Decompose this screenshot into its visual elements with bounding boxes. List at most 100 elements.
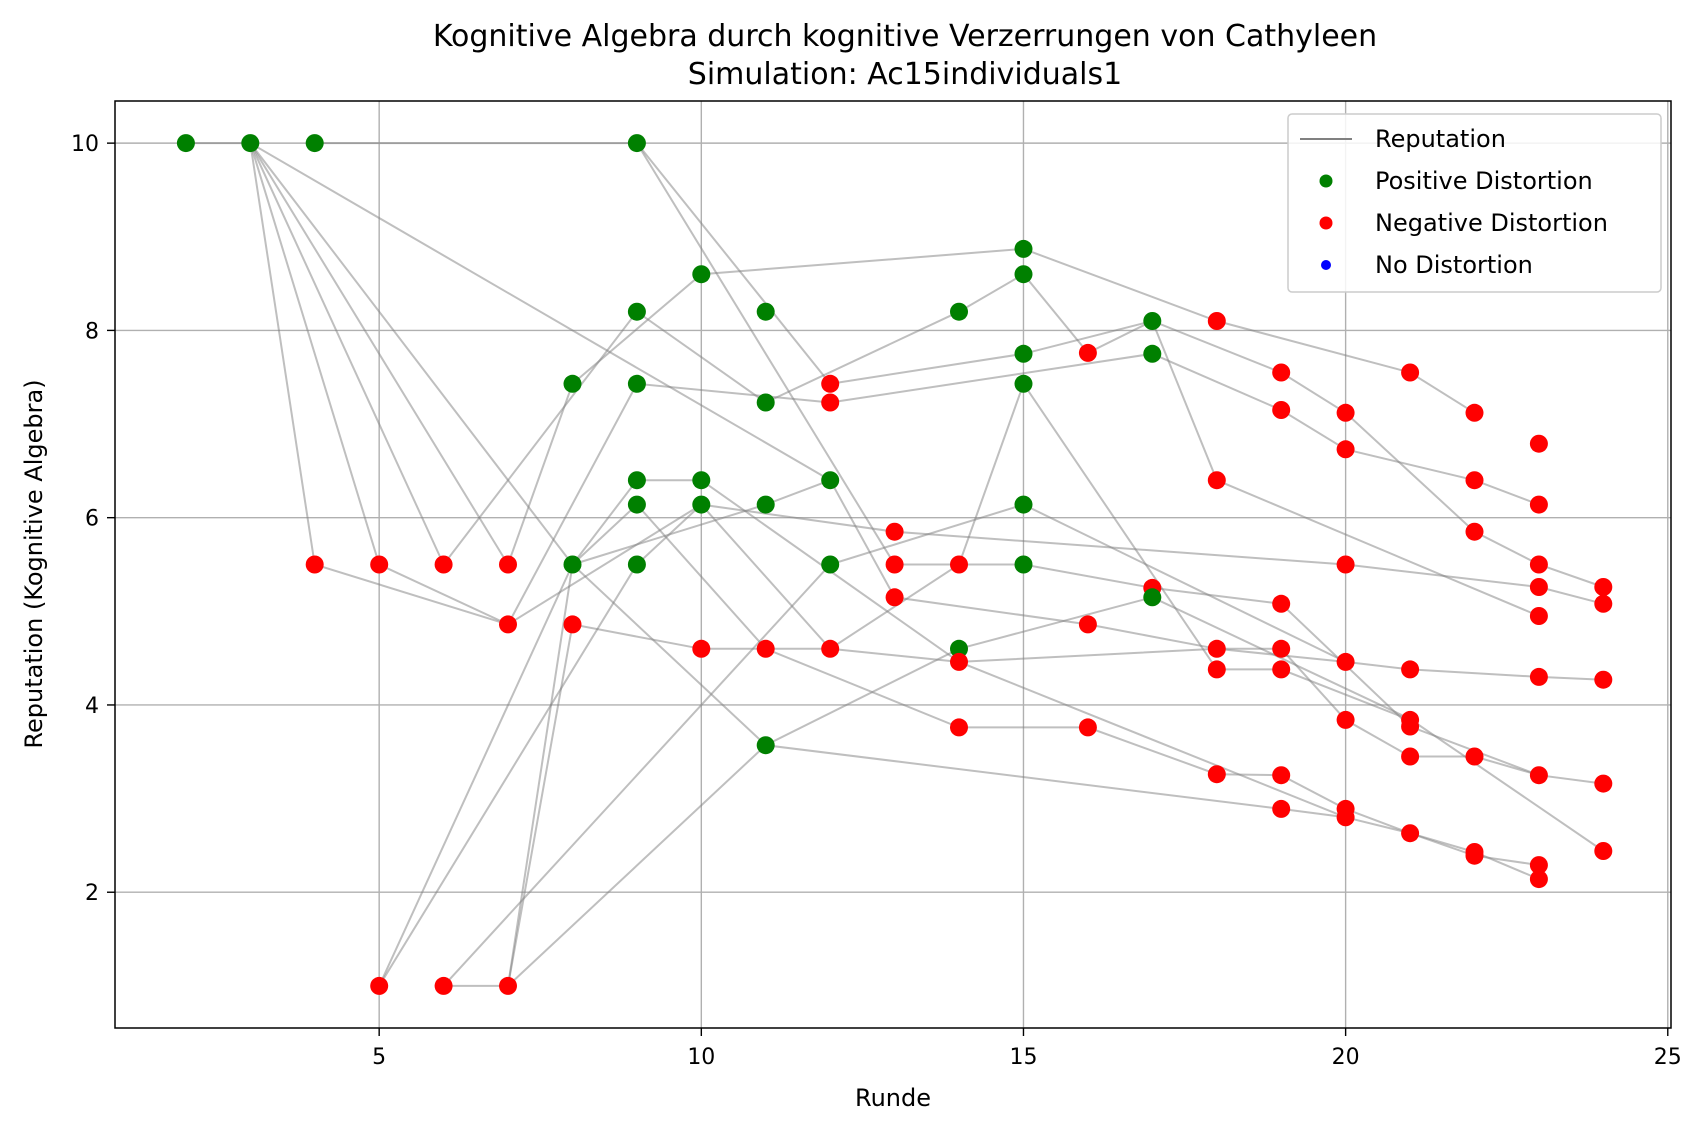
legend-point-swatch (1321, 260, 1331, 270)
negative-distortion-point (1078, 718, 1097, 737)
y-tick-label: 8 (85, 319, 99, 344)
reputation-line (507, 623, 1540, 987)
negative-distortion-point (1594, 578, 1613, 596)
positive-distortion-point (627, 555, 646, 574)
positive-distortion-point (1014, 374, 1033, 393)
negative-distortion-point (885, 522, 904, 541)
distortion-points (176, 134, 1613, 995)
negative-distortion-point (1594, 774, 1613, 793)
reputation-line (185, 142, 1604, 852)
negative-distortion-point (1594, 842, 1613, 860)
negative-distortion-point (499, 615, 517, 634)
negative-distortion-point (1529, 766, 1548, 785)
positive-distortion-point (627, 495, 646, 514)
negative-distortion-point (1529, 434, 1548, 453)
negative-distortion-point (1529, 555, 1548, 574)
reputation-line (249, 142, 1476, 567)
negative-distortion-point (1465, 471, 1484, 490)
reputation-line (249, 142, 1540, 626)
negative-distortion-point (692, 639, 711, 658)
negative-distortion-point (499, 555, 517, 574)
negative-distortion-point (1078, 343, 1097, 362)
negative-distortion-point (1207, 639, 1226, 658)
positive-distortion-point (563, 374, 582, 393)
positive-distortion-point (627, 134, 646, 153)
positive-distortion-point (305, 134, 324, 153)
negative-distortion-point (434, 976, 453, 995)
negative-distortion-point (1207, 471, 1226, 490)
x-tick-label: 20 (1332, 1045, 1360, 1070)
negative-distortion-point (1207, 312, 1226, 330)
y-tick-label: 2 (85, 881, 99, 906)
positive-distortion-point (756, 495, 775, 514)
negative-distortion-point (434, 555, 453, 574)
negative-distortion-point (1272, 766, 1291, 785)
legend: Reputation Positive Distortion Negative Di… (1287, 113, 1662, 293)
negative-distortion-point (1529, 667, 1548, 686)
x-tick-label: 5 (372, 1045, 386, 1070)
reputation-line (249, 142, 1604, 626)
x-tick-label: 15 (1009, 1045, 1037, 1070)
negative-distortion-point (1272, 401, 1291, 419)
negative-distortion-point (1529, 607, 1548, 625)
positive-distortion-point (756, 393, 775, 412)
positive-distortion-point (1014, 495, 1033, 514)
x-axis-label: Runde (855, 1084, 931, 1112)
negative-distortion-point (885, 555, 904, 574)
negative-distortion-point (1078, 615, 1097, 634)
positive-distortion-point (627, 302, 646, 321)
negative-distortion-point (1529, 870, 1548, 889)
negative-distortion-point (1465, 522, 1484, 541)
positive-distortion-point (627, 374, 646, 393)
positive-distortion-point (821, 471, 840, 490)
negative-distortion-point (1401, 824, 1420, 843)
y-tick-label: 6 (85, 507, 99, 532)
reputation-line (507, 744, 1346, 987)
positive-distortion-point (692, 495, 711, 514)
y-axis-label: Reputation (Kognitive Algebra) (20, 379, 48, 748)
negative-distortion-point (1401, 747, 1420, 766)
negative-distortion-point (950, 718, 968, 737)
negative-distortion-point (563, 615, 582, 634)
negative-distortion-point (1401, 717, 1420, 736)
positive-distortion-point (1143, 588, 1162, 607)
negative-distortion-point (1272, 363, 1291, 382)
positive-distortion-point (821, 555, 840, 574)
negative-distortion-point (885, 588, 904, 607)
reputation-line (636, 142, 1604, 785)
negative-distortion-point (1336, 440, 1355, 459)
chart-title: Kognitive Algebra durch kognitive Verzer… (433, 19, 1377, 54)
negative-distortion-point (821, 393, 840, 412)
legend-label: Positive Distortion (1375, 167, 1593, 195)
positive-distortion-point (950, 639, 968, 658)
positive-distortion-point (950, 302, 968, 321)
y-tick-label: 4 (85, 694, 99, 719)
negative-distortion-point (1401, 660, 1420, 679)
negative-distortion-point (1465, 747, 1484, 766)
negative-distortion-point (1336, 403, 1355, 422)
negative-distortion-point (756, 639, 775, 658)
negative-distortion-point (950, 652, 968, 671)
negative-distortion-point (950, 555, 968, 574)
negative-distortion-point (1272, 799, 1291, 818)
negative-distortion-point (1465, 403, 1484, 422)
legend-entries: Reputation Positive Distortion Negative Di… (1300, 125, 1608, 279)
negative-distortion-point (305, 555, 324, 574)
negative-distortion-point (1336, 555, 1355, 574)
positive-distortion-point (1014, 239, 1033, 258)
y-tick-label: 10 (71, 132, 99, 157)
positive-distortion-point (1014, 344, 1033, 363)
negative-distortion-point (1207, 765, 1226, 784)
positive-distortion-point (1014, 555, 1033, 574)
positive-distortion-point (756, 736, 775, 755)
negative-distortion-point (1594, 594, 1613, 613)
positive-distortion-point (241, 134, 260, 153)
negative-distortion-point (370, 976, 389, 995)
legend-label: Negative Distortion (1375, 209, 1608, 237)
positive-distortion-point (692, 265, 711, 284)
negative-distortion-point (1272, 594, 1291, 613)
negative-distortion-point (1529, 495, 1548, 514)
legend-point-swatch (1319, 216, 1333, 230)
negative-distortion-point (1529, 856, 1548, 875)
